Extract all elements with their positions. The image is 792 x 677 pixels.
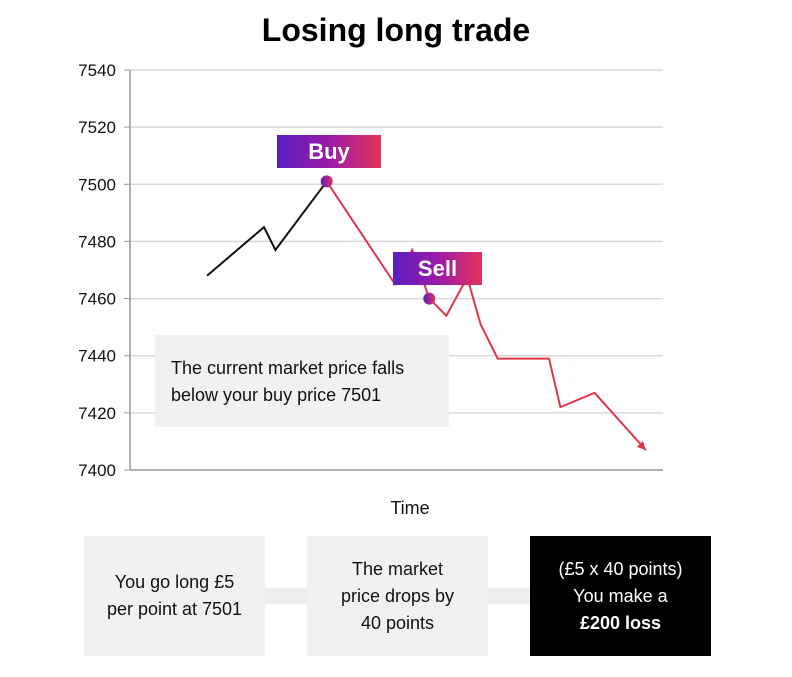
- connector: [488, 588, 530, 604]
- y-tick-label: 7460: [78, 290, 116, 309]
- sell-point: [423, 292, 436, 305]
- step-line: price drops by: [340, 585, 455, 606]
- y-tick-label: 7480: [78, 232, 116, 251]
- y-tick-label: 7520: [78, 118, 116, 137]
- buy-label: Buy: [277, 135, 381, 168]
- note-line: below your buy price 7501: [171, 385, 382, 405]
- step-line: per point at 7501: [106, 599, 243, 619]
- x-axis-label: Time: [390, 498, 430, 518]
- connector: [265, 588, 307, 604]
- buy-point: [320, 175, 333, 188]
- note-line: The current market price falls: [171, 358, 405, 378]
- step-line: You go long £5: [114, 572, 235, 592]
- chart-title: Losing long trade: [261, 12, 531, 48]
- y-tick-label: 7400: [78, 461, 116, 480]
- y-tick-label: 7500: [78, 175, 116, 194]
- y-tick-label: 7440: [78, 347, 116, 366]
- arrow-head-icon: [636, 441, 646, 450]
- sell-label: Sell: [393, 252, 482, 285]
- y-tick-label: 7540: [78, 61, 116, 80]
- step-box-result: (£5 x 40 points) You make a £200 loss: [530, 536, 711, 656]
- price-line: [206, 180, 328, 277]
- step-box-go-long: You go long £5 per point at 7501: [84, 536, 265, 656]
- step-line: You make a: [573, 585, 668, 606]
- annotation-note: The current market price falls below you…: [155, 335, 449, 427]
- step-line: (£5 x 40 points): [558, 558, 683, 579]
- y-tick-label: 7420: [78, 404, 116, 423]
- loss-amount: £200 loss: [579, 612, 662, 633]
- step-line: The market: [351, 558, 444, 579]
- step-box-price-drop: The market price drops by 40 points: [307, 536, 488, 656]
- step-line: 40 points: [360, 612, 435, 633]
